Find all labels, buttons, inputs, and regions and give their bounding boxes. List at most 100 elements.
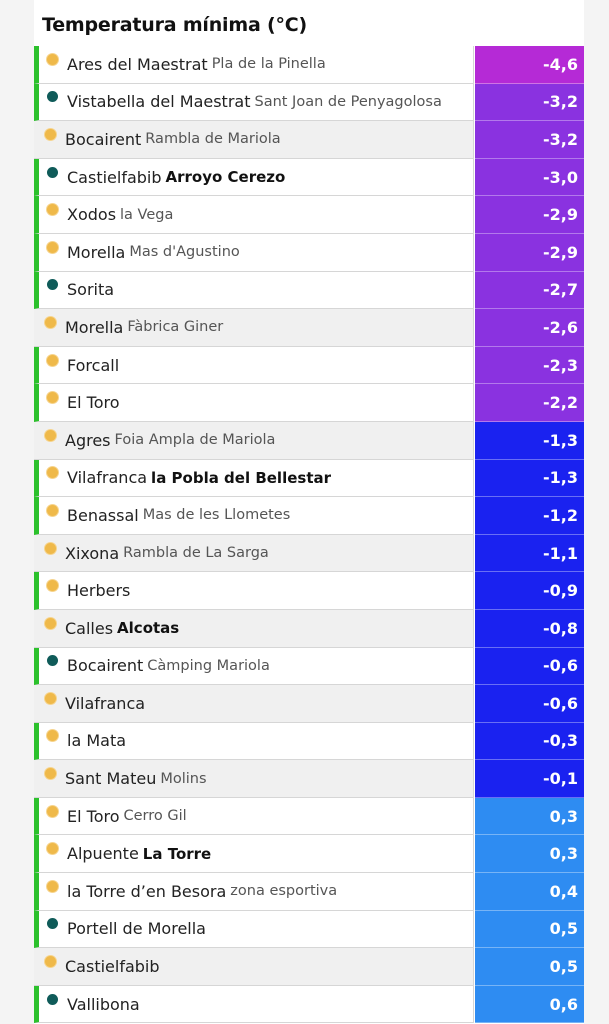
temperature-value: -0,1 [475, 760, 584, 798]
town-name: Vilafranca [65, 693, 146, 713]
station-location: zona esportiva [230, 883, 338, 900]
station-cell: Sant Mateu Molins [34, 760, 474, 798]
station-location: la Pobla del Bellestar [151, 468, 332, 487]
station-dot-yellow-icon [47, 354, 58, 366]
temperature-value: -0,6 [475, 685, 584, 723]
station-location: Rambla de La Sarga [123, 545, 269, 562]
station-dot-yellow-icon [47, 53, 58, 65]
station-cell: El Toro [34, 384, 474, 422]
town-name: Ares del Maestrat [67, 54, 208, 74]
town-name: El Toro [67, 393, 120, 413]
temperature-value: -3,2 [475, 121, 584, 159]
table-row: Vistabella del Maestrat Sant Joan de Peny… [34, 83, 584, 122]
station-cell: Xixona Rambla de La Sarga [34, 534, 474, 573]
town-name: Portell de Morella [67, 919, 206, 939]
station-dot-teal-icon [47, 655, 58, 667]
station-cell: Alpuente La Torre [34, 835, 474, 874]
table-row: Castielfabib 0,5 [34, 948, 584, 986]
temperature-value: -2,9 [475, 196, 584, 234]
station-cell: Morella Fàbrica Giner [34, 309, 474, 347]
town-name: Morella [65, 317, 124, 337]
table-row: la Torre d’en Besora zona esportiva 0,4 [34, 873, 584, 911]
temperature-value: -2,9 [475, 233, 584, 272]
temperature-value: -4,6 [475, 46, 584, 84]
town-name: Calles [65, 618, 114, 638]
temperature-value: 0,6 [475, 985, 584, 1024]
table-row: Portell de Morella 0,5 [34, 910, 584, 949]
station-cell: Benassal Mas de les Llometes [34, 497, 474, 535]
table-row: Sorita -2,7 [34, 271, 584, 310]
temperature-value: 0,4 [475, 873, 584, 911]
town-name: Castielfabib [67, 167, 162, 187]
station-cell: Morella Mas d'Agustino [34, 233, 474, 272]
station-dot-teal-icon [47, 993, 58, 1005]
table-row: Sant Mateu Molins -0,1 [34, 760, 584, 798]
table-row: Castielfabib Arroyo Cerezo -3,0 [34, 158, 584, 197]
station-cell: Xodos la Vega [34, 196, 474, 234]
station-dot-yellow-icon [47, 580, 58, 592]
table-row: Benassal Mas de les Llometes -1,2 [34, 497, 584, 535]
station-cell: Sorita [34, 271, 474, 310]
station-dot-yellow-icon [47, 805, 58, 817]
temperature-value: -2,7 [475, 271, 584, 310]
station-dot-yellow-icon [47, 504, 58, 516]
town-name: Herbers [67, 581, 131, 601]
temperature-value: -3,0 [475, 158, 584, 197]
table-row: Forcall -2,3 [34, 346, 584, 385]
town-name: Agres [65, 430, 111, 450]
temperature-value: -1,3 [475, 421, 584, 460]
table-row: Herbers -0,9 [34, 572, 584, 610]
town-name: Xodos [67, 205, 117, 225]
table-row: Vallibona 0,6 [34, 985, 584, 1024]
temperature-value: -0,9 [475, 572, 584, 610]
station-location: la Vega [120, 206, 174, 223]
station-location: Molins [160, 770, 207, 787]
table-row: El Toro Cerro Gil 0,3 [34, 797, 584, 836]
table-row: Morella Fàbrica Giner -2,6 [34, 309, 584, 347]
temperature-value: -0,8 [475, 609, 584, 648]
town-name: Vallibona [67, 994, 140, 1014]
station-cell: Bocairent Rambla de Mariola [34, 121, 474, 159]
station-location: Mas de les Llometes [142, 507, 291, 524]
station-dot-yellow-icon [45, 429, 56, 441]
station-cell: Calles Alcotas [34, 609, 474, 648]
station-dot-teal-icon [47, 91, 58, 103]
town-name: Sorita [67, 280, 115, 300]
page-title: Temperatura mínima (°C) [42, 14, 308, 36]
station-dot-teal-icon [47, 279, 58, 291]
station-cell: Agres Foia Ampla de Mariola [34, 421, 474, 460]
table-row: Calles Alcotas -0,8 [34, 609, 584, 648]
table-row: la Mata -0,3 [34, 722, 584, 761]
temperature-value: -2,2 [475, 384, 584, 422]
table-row: El Toro -2,2 [34, 384, 584, 422]
station-location: Mas d'Agustino [129, 244, 240, 261]
temperature-value: 0,5 [475, 948, 584, 986]
station-cell: El Toro Cerro Gil [34, 797, 474, 836]
table-row: Vilafranca la Pobla del Bellestar -1,3 [34, 459, 584, 498]
town-name: Bocairent [65, 129, 142, 149]
temperature-value: -2,3 [475, 346, 584, 385]
station-location: Pla de la Pinella [211, 56, 326, 73]
station-cell: Vistabella del Maestrat Sant Joan de Peny… [34, 83, 474, 122]
temperature-value: -3,2 [475, 83, 584, 122]
station-dot-yellow-icon [45, 768, 56, 780]
town-name: Sant Mateu [65, 769, 157, 789]
station-cell: Ares del Maestrat Pla de la Pinella [34, 46, 474, 84]
station-dot-yellow-icon [45, 692, 56, 704]
station-location: Fàbrica Giner [127, 319, 224, 336]
station-dot-yellow-icon [47, 843, 58, 855]
station-cell: Bocairent Càmping Mariola [34, 647, 474, 686]
town-name: Xixona [65, 543, 120, 563]
station-location: Sant Joan de Penyagolosa [254, 93, 442, 110]
station-location: Càmping Mariola [147, 657, 270, 674]
station-dot-yellow-icon [45, 956, 56, 968]
station-cell: Castielfabib Arroyo Cerezo [34, 158, 474, 197]
station-dot-yellow-icon [45, 617, 56, 629]
table-row: Bocairent Rambla de Mariola -3,2 [34, 121, 584, 159]
station-dot-yellow-icon [45, 128, 56, 140]
temperature-value: -1,1 [475, 534, 584, 573]
station-dot-yellow-icon [47, 730, 58, 742]
station-location: Cerro Gil [123, 808, 187, 825]
town-name: Alpuente [67, 844, 139, 864]
town-name: Vilafranca [67, 468, 148, 488]
